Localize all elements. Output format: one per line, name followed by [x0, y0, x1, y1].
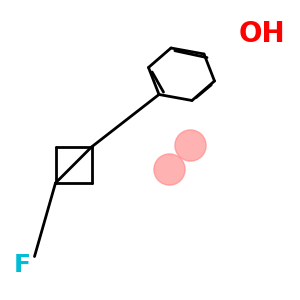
Circle shape	[175, 130, 206, 161]
Circle shape	[154, 154, 185, 185]
Text: F: F	[14, 254, 31, 278]
Text: OH: OH	[238, 20, 285, 49]
